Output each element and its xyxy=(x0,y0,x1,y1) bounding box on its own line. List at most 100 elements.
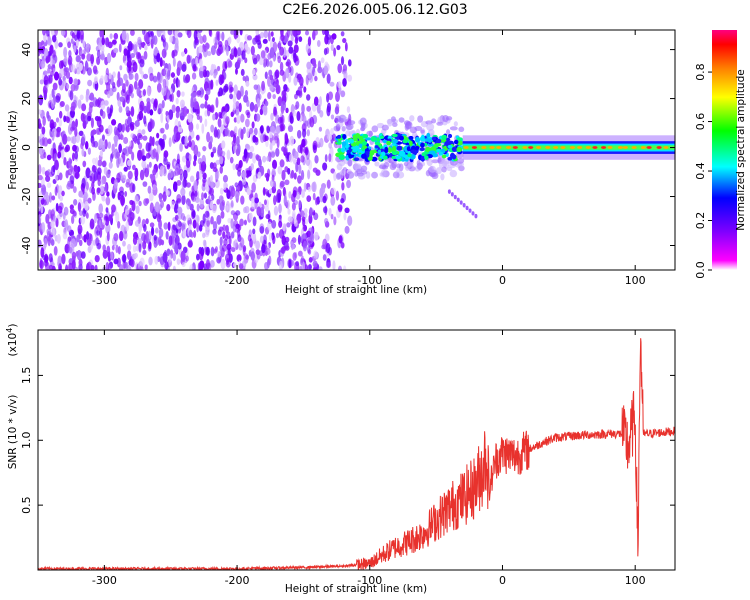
spectrogram-noise-cell xyxy=(177,221,182,228)
spectrogram-noise-cell xyxy=(207,195,211,205)
spectrogram-noise-cell xyxy=(209,181,215,189)
spectrogram-noise-cell xyxy=(80,215,86,225)
spectrogram-noise-cell xyxy=(178,168,184,176)
spectrogram-noise-cell xyxy=(158,192,163,203)
spectrogram-noise-cell xyxy=(337,81,342,89)
spectrogram-noise-cell xyxy=(38,164,42,175)
spectrogram-noise-cell xyxy=(287,216,293,223)
spectrogram-noise-cell xyxy=(331,33,337,40)
spectrogram-noise-cell xyxy=(277,192,281,203)
spectrogram-noise-cell xyxy=(59,101,65,108)
spectrogram-noise-cell xyxy=(106,231,110,242)
spectrogram-noise-cell xyxy=(206,219,210,227)
spectrogram-noise-cell xyxy=(60,30,66,37)
spectrogram-noise-cell xyxy=(312,192,316,201)
spectrogram-band-cell xyxy=(448,140,454,145)
spectrogram-noise-cell xyxy=(118,43,122,53)
spectrogram-noise-cell xyxy=(279,61,284,72)
spectrogram-noise-cell xyxy=(77,202,82,212)
spectrogram-noise-cell xyxy=(257,171,262,179)
spectrogram-noise-cell xyxy=(272,234,276,245)
spectrogram-noise-cell xyxy=(306,195,312,202)
spectrogram-noise-cell xyxy=(166,203,171,212)
spectrogram-noise-cell xyxy=(247,35,252,41)
spectrogram-noise-cell xyxy=(67,236,71,248)
spectrogram-noise-cell xyxy=(226,257,230,266)
spectrogram-noise-cell xyxy=(228,36,232,45)
spectrogram-noise-cell xyxy=(235,210,241,216)
spectrogram-noise-cell xyxy=(313,250,318,259)
spectrogram-noise-cell xyxy=(152,184,157,191)
spectrogram-noise-cell xyxy=(228,253,233,263)
spectrogram-noise-cell xyxy=(199,70,204,79)
spectrogram-noise-cell xyxy=(71,251,77,261)
spectrogram-noise-cell xyxy=(238,263,244,270)
spectrogram-peak-cell xyxy=(553,146,559,149)
spectrogram-noise-cell xyxy=(78,130,84,137)
spectrogram-noise-cell xyxy=(229,93,234,100)
spectrogram-noise-cell xyxy=(338,265,343,270)
spectrogram-noise-cell xyxy=(139,100,145,112)
spectrogram-noise-cell xyxy=(195,214,200,224)
spectrogram-noise-cell xyxy=(270,125,275,133)
spectrogram-noise-cell xyxy=(124,146,130,157)
spectrogram-noise-cell xyxy=(173,181,178,193)
spectrogram-noise-cell xyxy=(138,200,142,207)
spectrogram-band-cell xyxy=(440,173,445,181)
spectrogram-noise-cell xyxy=(125,182,131,188)
spectrogram-noise-cell xyxy=(156,72,162,84)
spectrogram-noise-cell xyxy=(164,122,169,130)
spectrogram-noise-cell xyxy=(193,180,198,191)
spectrogram-noise-cell xyxy=(215,159,221,165)
spectrogram-noise-cell xyxy=(101,37,105,46)
spectrogram-noise-cell xyxy=(100,50,105,61)
spectrogram-noise-cell xyxy=(157,144,161,155)
spectrogram-noise-cell xyxy=(63,66,68,77)
spectrogram-noise-cell xyxy=(250,163,254,171)
spectrogram-noise-cell xyxy=(203,45,207,53)
spectrogram-noise-cell xyxy=(38,214,42,224)
spectrogram-noise-cell xyxy=(139,257,145,267)
spectrogram-peak-cell xyxy=(489,146,495,149)
spectrogram-noise-cell xyxy=(95,237,100,247)
spectrogram-noise-cell xyxy=(235,163,240,171)
spectrogram-noise-cell xyxy=(256,84,261,95)
spectrogram-band-cell xyxy=(342,133,347,140)
spectrogram-noise-cell xyxy=(156,132,160,139)
spectrogram-band-cell xyxy=(381,124,389,131)
spectrogram-noise-cell xyxy=(137,36,142,44)
spectrogram-noise-cell xyxy=(162,133,167,141)
spectrogram-noise-cell xyxy=(268,255,272,266)
spectrogram-noise-cell xyxy=(287,125,294,133)
spectrogram-noise-cell xyxy=(249,145,255,153)
spectrogram-noise-cell xyxy=(39,79,44,85)
spectrogram-noise-cell xyxy=(71,32,76,39)
spectrogram-noise-cell xyxy=(151,136,155,147)
spectrogram-noise-cell xyxy=(318,126,323,132)
spectrogram-noise-cell xyxy=(298,164,302,175)
spectrogram-noise-cell xyxy=(61,253,66,265)
spectrogram-noise-cell xyxy=(76,30,81,40)
spectrogram-noise-cell xyxy=(277,96,283,107)
spectrogram-noise-cell xyxy=(245,143,250,149)
spectrogram-noise-cell xyxy=(127,170,133,180)
spectrogram-noise-cell xyxy=(108,72,112,80)
spectrogram-band-cell xyxy=(353,157,360,161)
spectrogram-noise-cell xyxy=(134,120,140,127)
spectrogram-noise-cell xyxy=(180,51,185,57)
spectrogram-noise-cell xyxy=(162,30,166,40)
spectrogram-noise-cell xyxy=(70,38,74,45)
spectrogram-noise-cell xyxy=(111,143,115,154)
spectrogram-carrier-core xyxy=(462,145,675,150)
spectrogram-noise-cell xyxy=(50,30,56,36)
spectrogram-noise-cell xyxy=(128,83,134,94)
spectrogram-noise-cell xyxy=(120,195,126,206)
spectrogram-noise-cell xyxy=(48,74,53,84)
spectrogram-noise-cell xyxy=(44,261,50,270)
spectrogram-noise-cell xyxy=(86,42,90,54)
spectrogram-noise-cell xyxy=(123,48,128,56)
spectrogram-noise-cell xyxy=(149,72,154,82)
spectrogram-noise-cell xyxy=(113,178,118,189)
spectrogram-noise-cell xyxy=(79,94,84,101)
spectrogram-noise-cell xyxy=(213,73,217,79)
